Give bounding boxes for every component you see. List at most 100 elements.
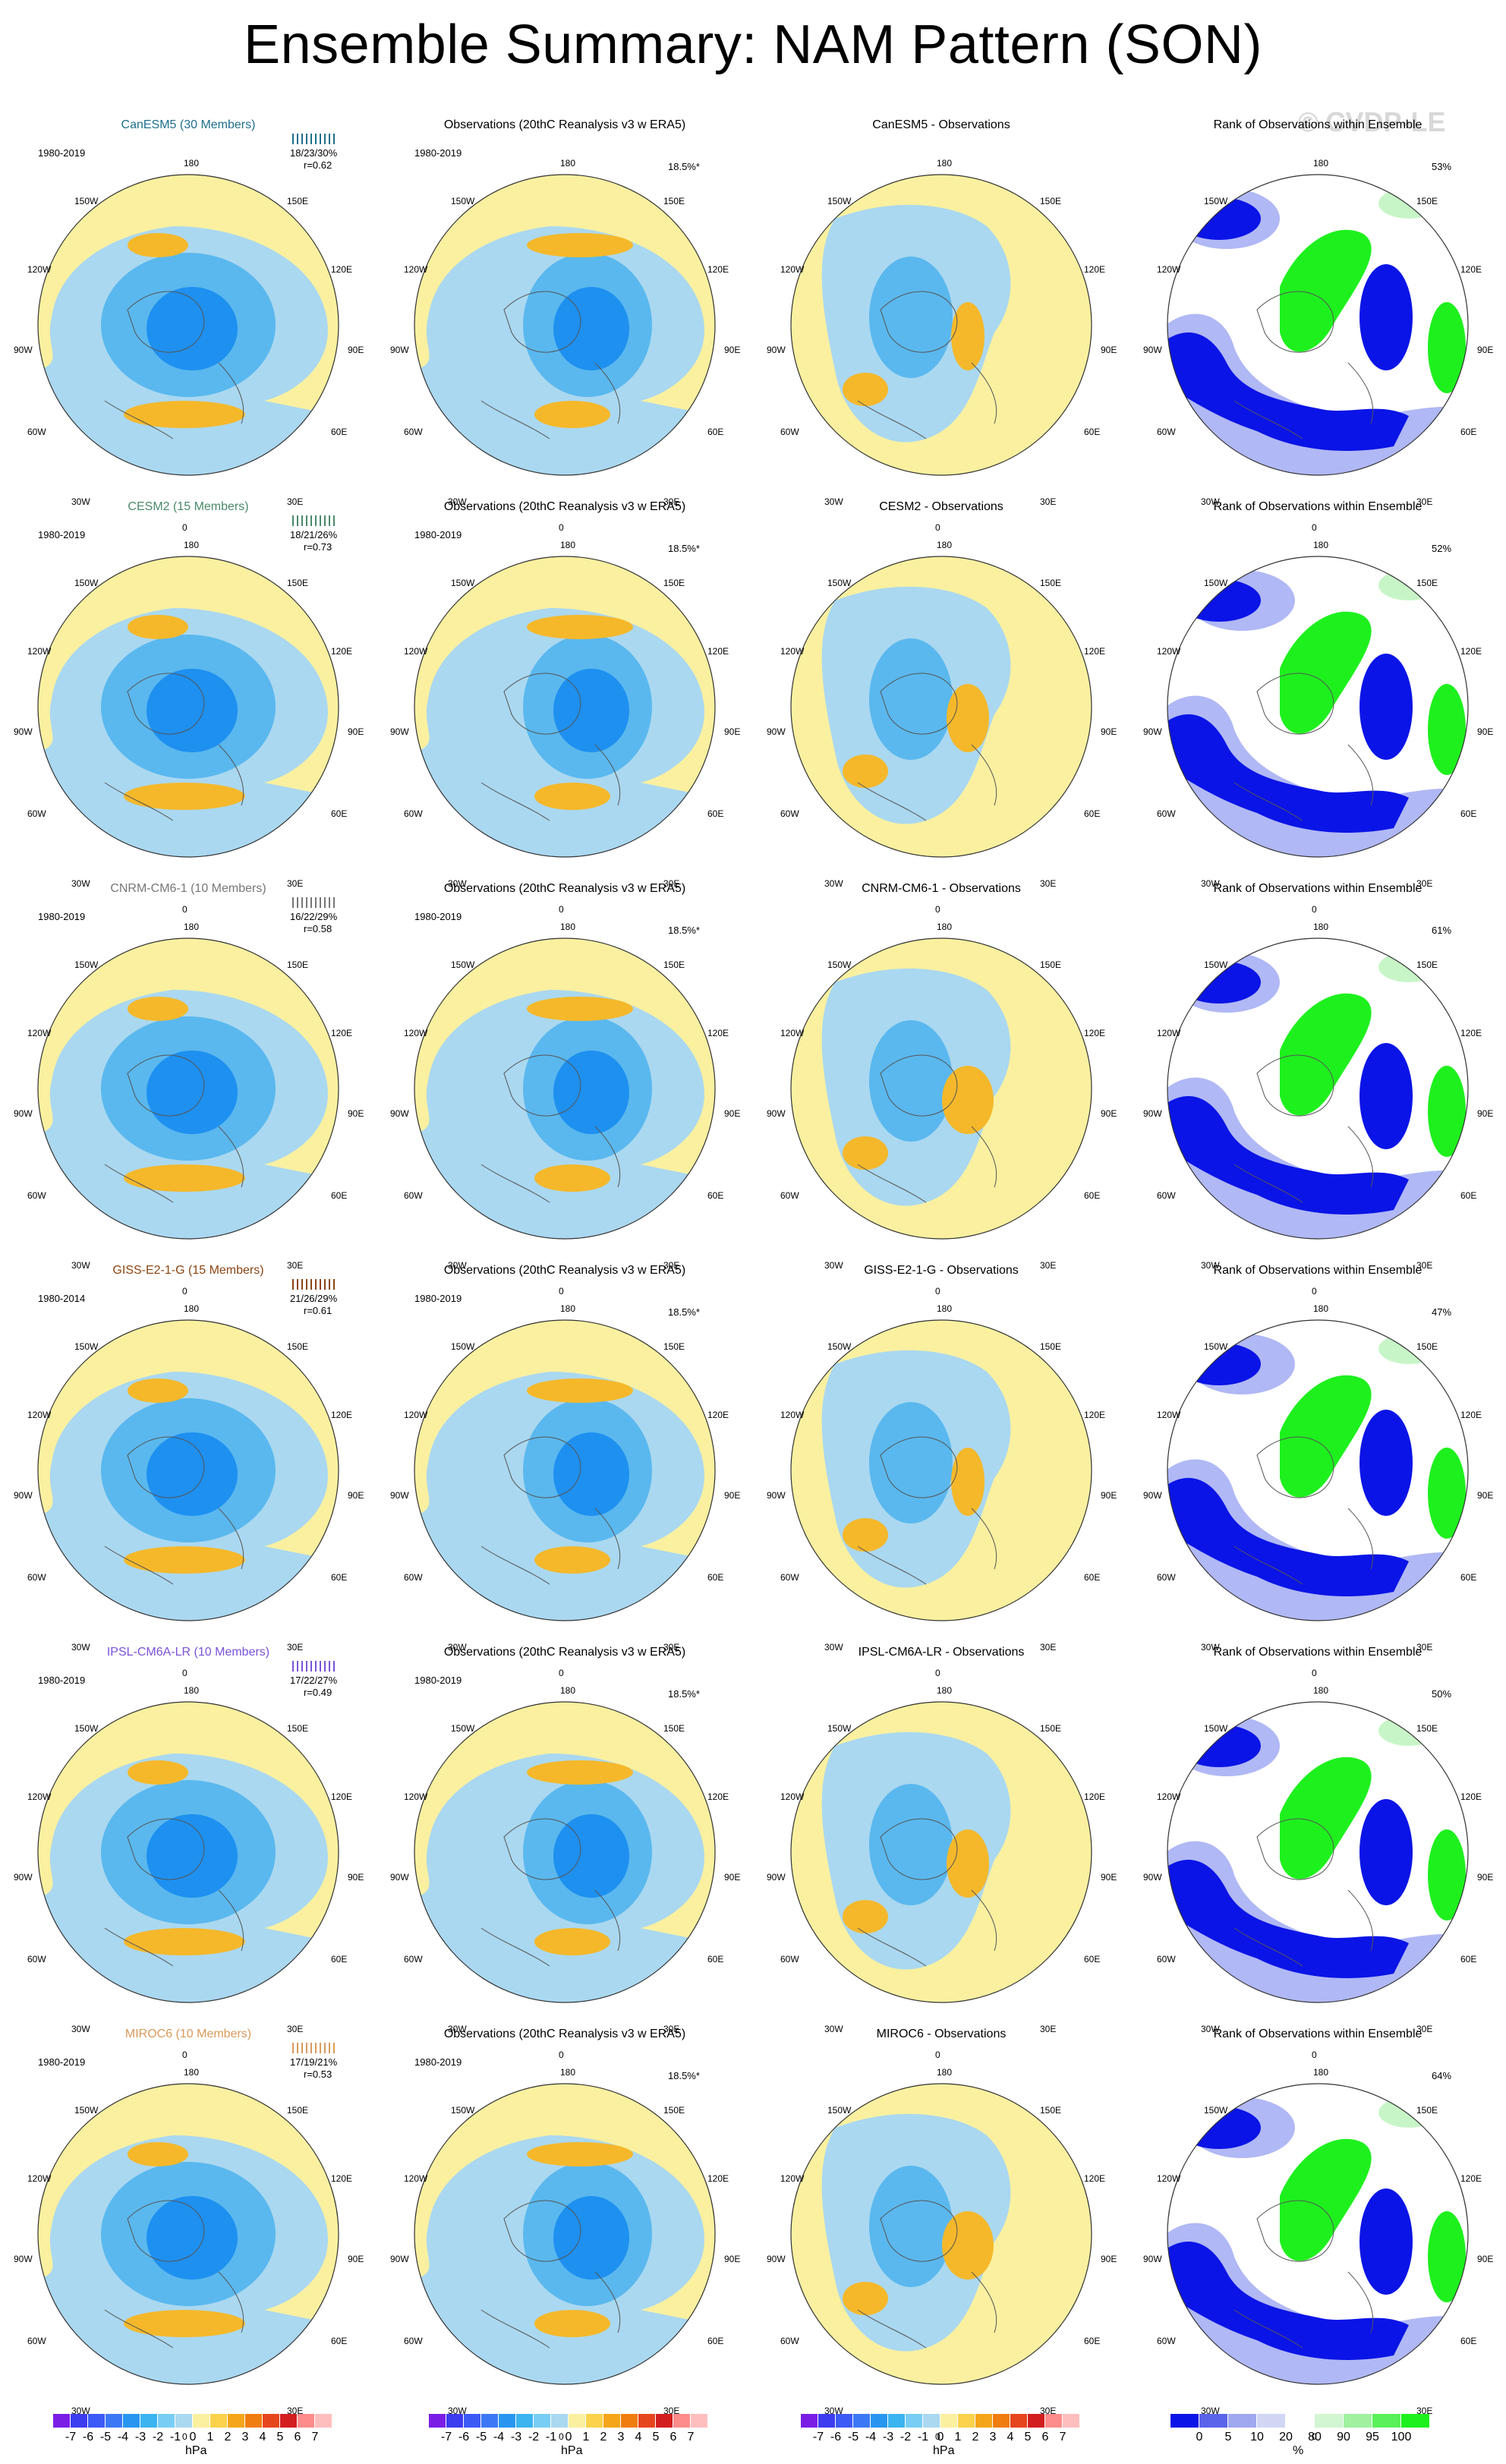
positive-anomaly-south (534, 1546, 610, 1574)
longitude-label: 90E (1101, 345, 1117, 355)
longitude-label: 90W (1143, 2254, 1162, 2264)
panel-title: CNRM-CM6-1 (10 Members) (110, 882, 266, 895)
longitude-label: 30E (663, 878, 680, 889)
longitude-label: 30E (1416, 496, 1433, 507)
negative-anomaly-core (553, 2196, 629, 2280)
longitude-label: 120W (404, 1410, 428, 1420)
model-panel: GISS-E2-1-G (15 Members) 1980-2014 21/26/2… (0, 1243, 376, 1678)
obs-panel: Observations (20thC Reanalysis v3 w ERA5… (376, 97, 753, 533)
colorbar-tick-label: 90 (1337, 2431, 1350, 2444)
longitude-label: 30W (824, 1260, 843, 1271)
longitude-label: 0 (182, 522, 187, 533)
panel-title: IPSL-CM6A-LR (10 Members) (106, 1646, 270, 1659)
rank-panel: Rank of Observations within Ensemble 53% 1… (1130, 97, 1506, 533)
longitude-label: 150E (1416, 959, 1438, 970)
longitude-label: 150E (663, 578, 685, 588)
longitude-label: 180 (184, 158, 200, 169)
longitude-label: 90W (767, 726, 786, 737)
longitude-label: 120E (331, 1791, 353, 1802)
colorbar-tick-label: -1 (917, 2431, 929, 2444)
longitude-label: 120E (707, 1028, 729, 1038)
longitude-label: 60W (1157, 427, 1176, 437)
polar-stereographic-map (789, 1700, 1093, 2004)
map-border (1167, 556, 1469, 858)
colorbar-cell (228, 2414, 245, 2428)
ensemble-stats: 17/22/27% (290, 1675, 338, 1686)
longitude-label: 30E (663, 1260, 680, 1271)
polar-stereographic-map (789, 555, 1093, 859)
rank-high-region (1280, 611, 1372, 734)
colorbar-tick-label: -4 (117, 2431, 129, 2444)
map-border (37, 1701, 339, 2003)
positive-anomaly-north (128, 615, 188, 639)
positive-anomaly-north (128, 1379, 188, 1403)
longitude-label: 120W (1157, 1410, 1181, 1420)
negative-anomaly-core (147, 2196, 238, 2280)
colorbar-cell (1045, 2414, 1063, 2428)
colorbar-cell (106, 2414, 123, 2428)
colorbar-cell (603, 2414, 621, 2428)
positive-anomaly-north (128, 1760, 188, 1785)
longitude-label: 90E (724, 2254, 741, 2264)
colorbar-cell (801, 2414, 818, 2428)
panel-title: GISS-E2-1-G - Observations (864, 1264, 1019, 1277)
colorbar-cell (298, 2414, 315, 2428)
longitude-label: 120W (404, 2173, 428, 2184)
colorbar-tick-label: 4 (635, 2431, 642, 2444)
map-border (790, 1319, 1092, 1621)
panel-title: Rank of Observations within Ensemble (1213, 118, 1423, 131)
coastline (857, 1818, 997, 1967)
negative-anomaly-core (147, 1814, 238, 1898)
colorbar-cell (175, 2414, 193, 2428)
longitude-label: 150W (451, 1723, 475, 1734)
rank-panel: Rank of Observations within Ensemble 64% 1… (1130, 2006, 1506, 2442)
colorbar-tick-label: -2 (900, 2431, 912, 2444)
longitude-label: 60W (1157, 1954, 1176, 1965)
longitude-label: 60W (780, 1572, 799, 1583)
longitude-label: 60W (780, 808, 799, 819)
panel-title: GISS-E2-1-G (15 Members) (112, 1264, 264, 1277)
pattern-correlation: r=0.73 (304, 541, 332, 553)
longitude-label: 120E (707, 1410, 729, 1420)
longitude-label: 60E (707, 2336, 724, 2346)
panel-title: MIROC6 - Observations (876, 2028, 1007, 2040)
longitude-label: 0 (935, 2050, 940, 2060)
colorbar-tick-label: 6 (294, 2431, 301, 2444)
longitude-label: 60E (707, 1954, 724, 1965)
longitude-label: 120E (331, 1028, 353, 1038)
rank-low-region (1167, 1478, 1409, 1596)
panel-title: CESM2 (15 Members) (128, 500, 249, 513)
positive-anomaly-region (843, 2282, 888, 2315)
longitude-label: 90W (767, 1490, 786, 1501)
longitude-label: 180 (937, 2067, 953, 2078)
longitude-label: 30W (1201, 1260, 1220, 1271)
member-ticks-icon (288, 2041, 349, 2055)
colorbar-tick-label: 7 (311, 2431, 319, 2444)
longitude-label: 180 (1313, 1303, 1329, 1314)
rank-high-region (1428, 2211, 1466, 2302)
longitude-label: 0 (182, 904, 187, 915)
longitude-label: 60W (780, 1190, 799, 1201)
polar-stereographic-map (789, 937, 1093, 1240)
percent-label: 18.5%* (668, 1688, 700, 1700)
positive-anomaly-south (534, 1164, 610, 1192)
pattern-correlation: r=0.62 (304, 159, 332, 171)
positive-anomaly-south (124, 1164, 245, 1192)
longitude-label: 180 (184, 2067, 200, 2078)
polar-stereographic-map (789, 173, 1093, 477)
longitude-label: 90E (1101, 726, 1117, 737)
longitude-label: 60E (331, 808, 348, 819)
longitude-label: 150W (1204, 2105, 1228, 2116)
longitude-label: 180 (937, 1685, 953, 1696)
rank-low-region (1167, 2242, 1409, 2360)
years-label: 1980-2019 (38, 2056, 86, 2068)
colorbar-tick-label: 4 (259, 2431, 266, 2444)
colorbar-cell (586, 2414, 603, 2428)
longitude-label: 90W (390, 345, 409, 355)
colorbar-cell (499, 2414, 516, 2428)
coastline (1233, 673, 1374, 821)
member-ticks-icon (288, 514, 349, 528)
rank-high-region (1280, 229, 1372, 352)
positive-anomaly-south (124, 783, 245, 810)
positive-anomaly-core (951, 1448, 985, 1516)
